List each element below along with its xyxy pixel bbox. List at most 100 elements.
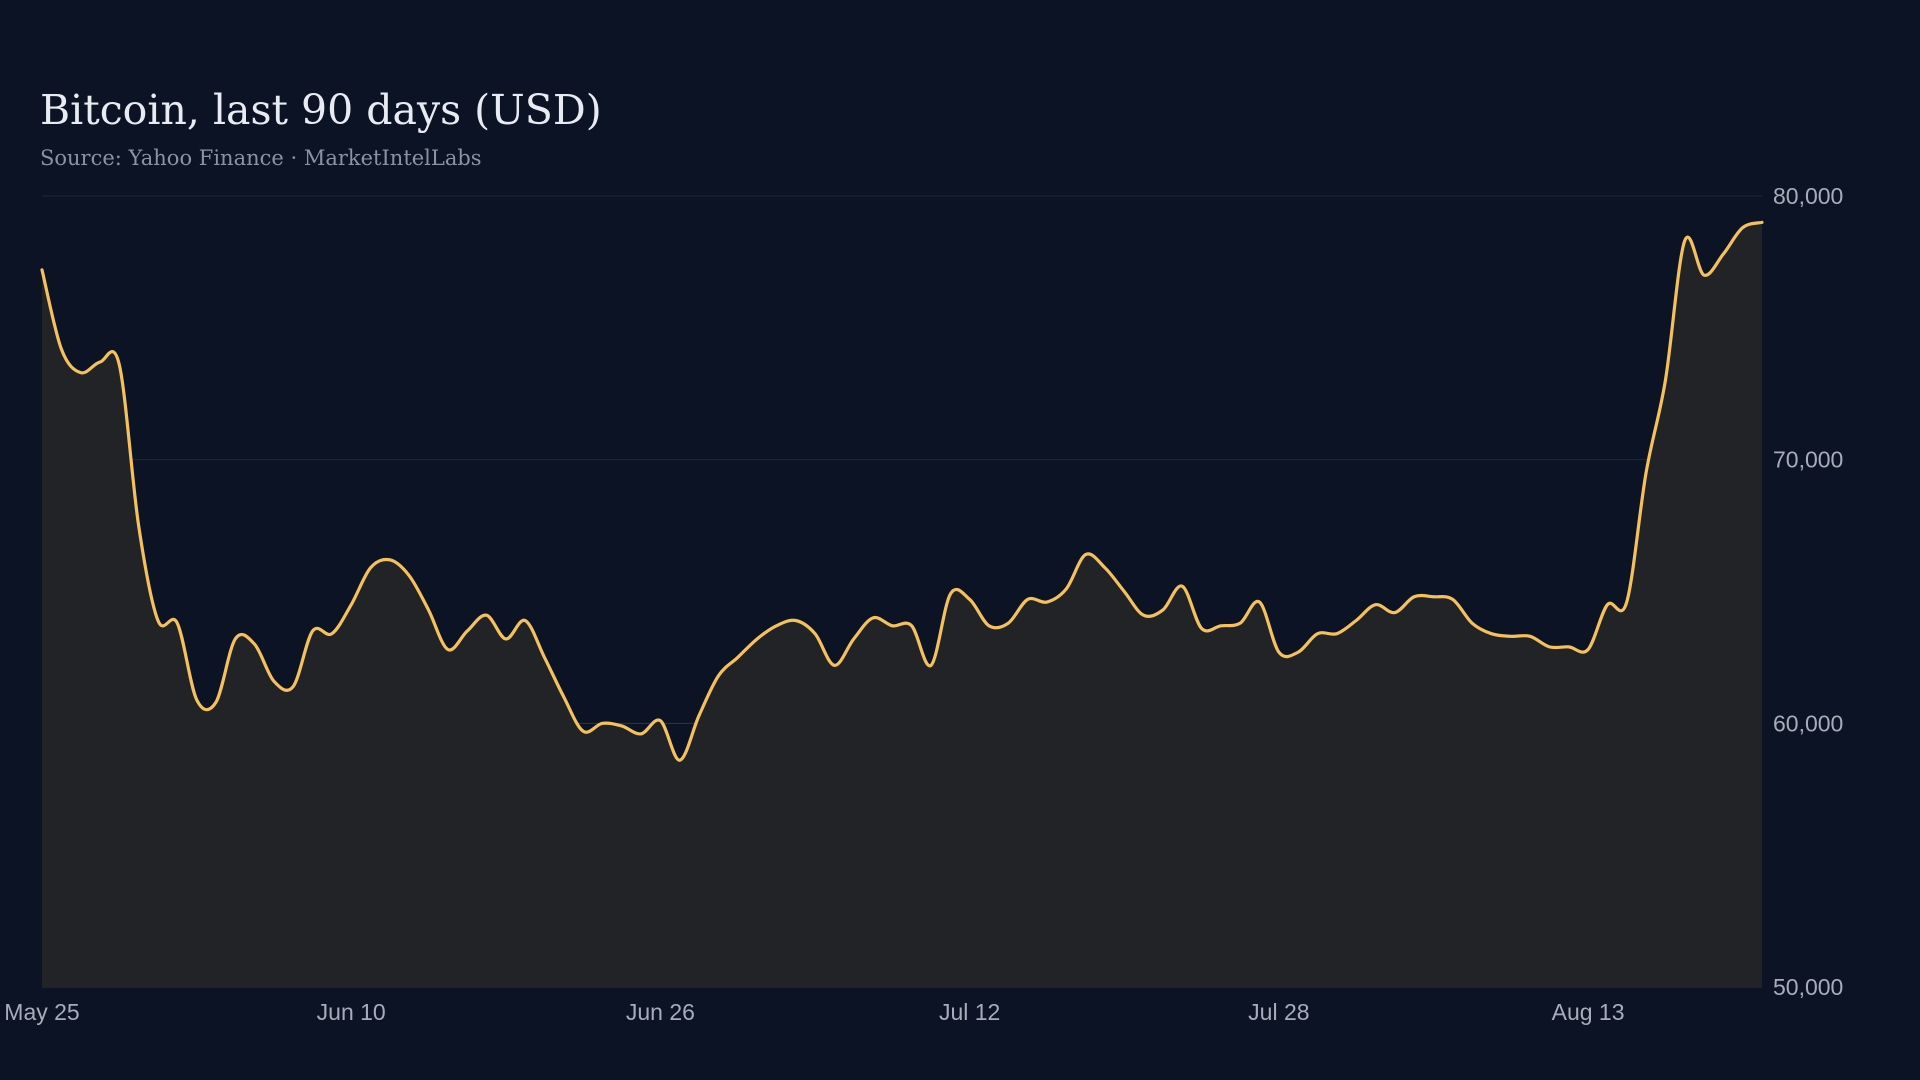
data-point (195, 698, 199, 702)
data-point (1277, 650, 1281, 654)
data-point (1026, 597, 1030, 601)
data-point (562, 695, 566, 699)
data-point (1258, 600, 1262, 604)
data-point (1296, 650, 1300, 654)
data-point (600, 721, 604, 725)
data-point (1373, 603, 1377, 607)
data-point (465, 629, 469, 633)
price-line (40, 220, 1764, 762)
data-point (156, 619, 160, 623)
y-tick-label: 60,000 (1773, 710, 1843, 736)
data-point (388, 558, 392, 562)
data-point (1412, 595, 1416, 599)
data-point (1470, 621, 1474, 625)
data-point (1567, 645, 1571, 649)
data-point (832, 663, 836, 667)
data-point (1451, 597, 1455, 601)
data-point (446, 648, 450, 652)
data-point (330, 632, 334, 636)
data-point (929, 663, 933, 667)
x-axis-ticks: May 25 Jun 10 Jun 26 Jul 12 Jul 28 Aug 13 (4, 999, 1624, 1025)
data-point (813, 632, 817, 636)
data-point (1084, 553, 1088, 557)
data-point (369, 566, 373, 570)
data-point (311, 629, 315, 633)
data-point (1238, 621, 1242, 625)
x-tick-label: May 25 (4, 999, 79, 1025)
data-point (1721, 252, 1725, 256)
x-tick-label: Jun 26 (626, 999, 695, 1025)
data-point (484, 613, 488, 617)
data-point (774, 624, 778, 628)
x-tick-label: Jul 28 (1248, 999, 1309, 1025)
data-point (59, 347, 63, 351)
data-point (117, 363, 121, 367)
data-point (214, 700, 218, 704)
data-point (968, 597, 972, 601)
data-point (716, 674, 720, 678)
data-point (1509, 634, 1513, 638)
data-point (639, 732, 643, 736)
data-point (1431, 595, 1435, 599)
data-point (175, 621, 179, 625)
data-point (1200, 626, 1204, 630)
data-point (427, 608, 431, 612)
data-point (1045, 600, 1049, 604)
data-point (871, 616, 875, 620)
data-point (678, 758, 682, 762)
data-point (253, 642, 257, 646)
data-point (291, 684, 295, 688)
data-point (504, 637, 508, 641)
data-point (890, 624, 894, 628)
price-line-layer (40, 220, 1764, 762)
data-point (697, 713, 701, 717)
data-point (1122, 590, 1126, 594)
price-area-fill (42, 222, 1762, 987)
data-point (1335, 632, 1339, 636)
data-point (1489, 632, 1493, 636)
data-point (1605, 603, 1609, 607)
data-point (1006, 621, 1010, 625)
data-point (1683, 239, 1687, 243)
data-point (1180, 584, 1184, 588)
data-point (542, 655, 546, 659)
data-point (1625, 600, 1629, 604)
data-point (1103, 566, 1107, 570)
data-point (40, 268, 44, 272)
data-point (407, 574, 411, 578)
chart-title: Bitcoin, last 90 days (USD) (40, 86, 602, 134)
data-point (1702, 273, 1706, 277)
data-point (948, 592, 952, 596)
data-point (1161, 608, 1165, 612)
x-tick-label: Aug 13 (1552, 999, 1625, 1025)
area-fill-layer (42, 222, 1762, 987)
data-point (1528, 634, 1532, 638)
data-point (349, 603, 353, 607)
data-point (1663, 379, 1667, 383)
data-point (79, 371, 83, 375)
data-point (1064, 587, 1068, 591)
data-point (98, 360, 102, 364)
data-point (620, 724, 624, 728)
x-tick-label: Jun 10 (317, 999, 386, 1025)
data-point (1219, 624, 1223, 628)
data-point (523, 619, 527, 623)
data-point (1760, 220, 1764, 224)
data-point (987, 624, 991, 628)
data-point (1644, 471, 1648, 475)
x-tick-label: Jul 12 (939, 999, 1000, 1025)
data-point (1741, 226, 1745, 230)
data-point (1142, 613, 1146, 617)
y-axis-ticks: 50,000 60,000 70,000 80,000 (1773, 183, 1843, 1000)
data-point (137, 524, 141, 528)
y-tick-label: 50,000 (1773, 974, 1843, 1000)
data-point (233, 637, 237, 641)
data-point (910, 624, 914, 628)
data-point (1586, 648, 1590, 652)
data-point (1354, 619, 1358, 623)
y-tick-label: 80,000 (1773, 183, 1843, 209)
data-point (794, 619, 798, 623)
data-point (658, 719, 662, 723)
